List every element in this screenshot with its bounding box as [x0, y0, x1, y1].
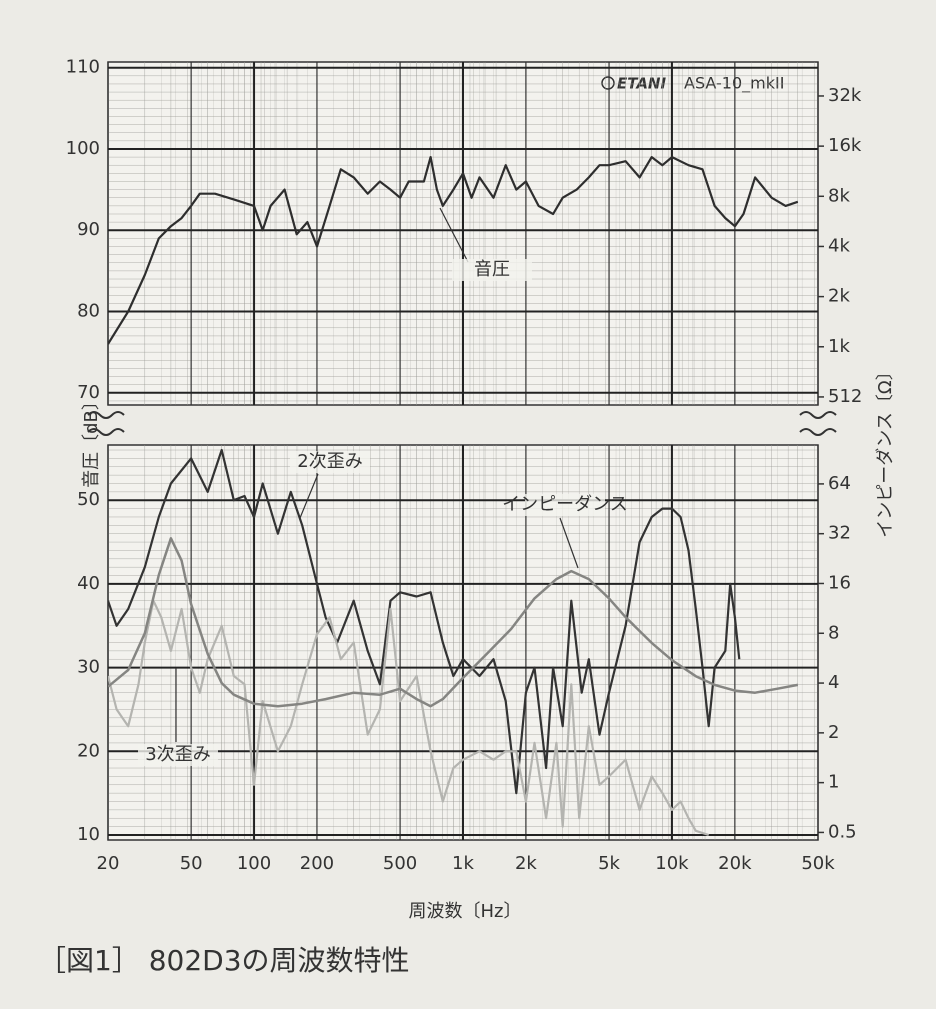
y2-tick-label: 16	[828, 572, 851, 593]
y2-tick-label: 2k	[828, 286, 850, 307]
x-tick-label: 50k	[801, 853, 835, 874]
series-layer	[108, 448, 799, 837]
series-label: インピーダンス	[502, 494, 628, 515]
logo: ETANI ASA-10_mkII	[601, 74, 784, 94]
logo-model: ASA-10_mkII	[684, 74, 784, 94]
y-tick-label: 40	[77, 573, 100, 594]
y-tick-label: 100	[66, 138, 100, 159]
y-tick-label: 30	[77, 657, 100, 678]
y2-tick-label: 4	[828, 672, 839, 693]
y2-tick-label: 1k	[828, 336, 850, 357]
label-leader	[299, 473, 319, 519]
label-leader	[559, 517, 579, 569]
x-tick-label: 20k	[718, 853, 752, 874]
y2-tick-label: 64	[828, 473, 851, 494]
axis-break	[799, 428, 837, 436]
x-tick-label: 500	[383, 853, 417, 874]
y2-tick-label: 512	[828, 386, 862, 407]
x-tick-label: 2k	[515, 853, 537, 874]
panel: 70 80 90 100 110 512 1k 2k 4k 8k 16k 32k 音圧	[66, 57, 863, 407]
y-tick-label: 110	[66, 57, 100, 78]
series-label: 音圧	[474, 259, 510, 280]
series-line	[108, 599, 710, 837]
y2-tick-label: 8	[828, 622, 839, 643]
y-tick-label: 70	[77, 382, 100, 403]
label-leader	[439, 207, 469, 263]
y-axis-title: 音圧〔dB〕	[81, 392, 102, 488]
panel: 10 20 30 40 50 0.5 1 2 4 8 16 32 64 20 50 100 200 500 1k 2k…	[77, 445, 857, 874]
y-tick-label: 90	[77, 219, 100, 240]
x-tick-label: 100	[237, 853, 271, 874]
series-layer	[108, 156, 799, 345]
y2-tick-label: 32	[828, 523, 851, 544]
axis-break	[87, 411, 125, 419]
x-tick-label: 200	[300, 853, 334, 874]
x-tick-label: 50	[180, 853, 203, 874]
y2-tick-label: 0.5	[828, 821, 857, 842]
series-line	[108, 448, 741, 795]
y-tick-label: 20	[77, 740, 100, 761]
x-tick-label: 5k	[598, 853, 620, 874]
y2-tick-label: 32k	[828, 85, 862, 106]
label-bg	[290, 451, 370, 473]
label-bg	[138, 744, 218, 766]
logo-mark	[601, 76, 615, 90]
y2-tick-label: 1	[828, 772, 839, 793]
y2-tick-label: 8k	[828, 185, 850, 206]
axis-break	[799, 411, 837, 419]
y-tick-label: 50	[77, 489, 100, 510]
label-bg	[525, 494, 605, 516]
y2-tick-label: 4k	[828, 235, 850, 256]
figure-caption: ［図1］ 802D3の周波数特性	[38, 944, 410, 977]
x-tick-label: 20	[97, 853, 120, 874]
y2-tick-label: 16k	[828, 135, 862, 156]
y-tick-label: 80	[77, 301, 100, 322]
y-tick-label: 10	[77, 824, 100, 845]
axis-break	[87, 428, 125, 436]
x-tick-label: 1k	[452, 853, 474, 874]
logo-brand: ETANI	[617, 75, 666, 93]
series-label: 3次歪み	[145, 744, 210, 765]
series-line	[108, 156, 799, 345]
series-line	[108, 537, 799, 708]
axis-breaks	[87, 411, 837, 436]
x-tick-label: 10k	[655, 853, 689, 874]
x-axis-title: 周波数〔Hz〕	[409, 901, 522, 922]
y2-tick-label: 2	[828, 722, 839, 743]
y2-axis-title: インピーダンス〔Ω〕	[875, 362, 896, 537]
series-label: 2次歪み	[297, 451, 362, 472]
label-bg	[452, 259, 532, 281]
